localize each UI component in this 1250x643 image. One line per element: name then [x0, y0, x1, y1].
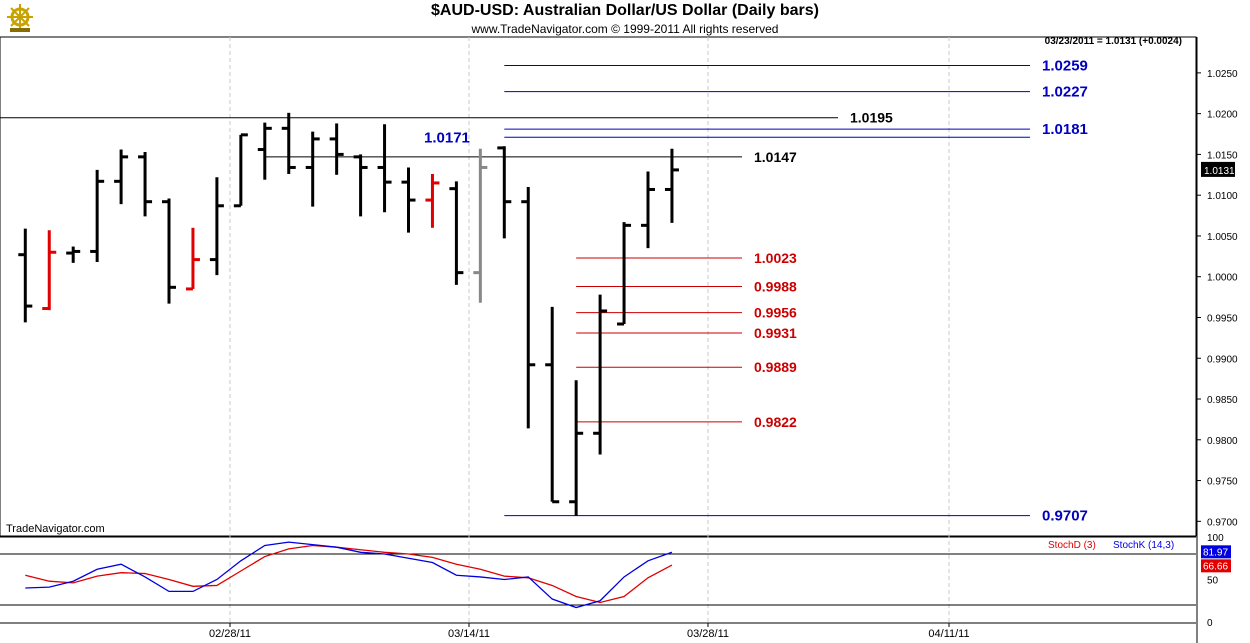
stoch-k-value-tag — [1201, 545, 1231, 559]
stoch-k-value-label: 81.97 — [1203, 547, 1228, 558]
stoch-k-line — [25, 541, 673, 609]
y-tick-label: 0.9900 — [1207, 354, 1238, 365]
price-panel-frame — [0, 36, 1197, 537]
level-label: 0.9707 — [1042, 508, 1088, 525]
stoch-y-tick-label: 0 — [1207, 618, 1213, 629]
y-tick-label: 1.0200 — [1207, 110, 1238, 121]
level-label: 1.0195 — [850, 110, 893, 126]
level-label: 0.9822 — [754, 414, 797, 430]
level-label: 1.0147 — [754, 149, 797, 165]
y-tick-label: 0.9950 — [1207, 313, 1238, 324]
y-tick-label: 0.9700 — [1207, 517, 1238, 528]
stoch-d-line — [25, 544, 673, 604]
last-price-tag — [1201, 161, 1235, 177]
watermark: TradeNavigator.com — [6, 523, 105, 535]
y-tick-label: 1.0150 — [1207, 150, 1238, 161]
last-quote: 03/23/2011 = 1.0131 (+0.0024) — [1044, 36, 1182, 47]
chart-title: $AUD-USD: Australian Dollar/US Dollar (D… — [431, 2, 819, 19]
x-tick-label: 02/28/11 — [209, 628, 251, 640]
y-tick-label: 0.9850 — [1207, 395, 1238, 406]
level-label: 1.0181 — [1042, 121, 1088, 138]
y-tick-label: 1.0100 — [1207, 191, 1238, 202]
x-tick-label: 03/14/11 — [448, 628, 490, 640]
level-label: 0.9889 — [754, 359, 797, 375]
level-label: 0.9956 — [754, 305, 797, 321]
stoch-d-value-label: 66.66 — [1203, 561, 1228, 572]
y-tick-label: 1.0050 — [1207, 232, 1238, 243]
y-tick-label: 0.9750 — [1207, 477, 1238, 488]
level-label: 0.9988 — [754, 279, 797, 295]
level-label: 1.0259 — [1042, 58, 1088, 75]
copyright-notice: www.TradeNavigator.com © 1999-2011 All r… — [471, 22, 779, 36]
y-tick-label: 0.9800 — [1207, 436, 1238, 447]
level-label: 1.0171 — [424, 129, 470, 146]
level-label: 1.0023 — [754, 250, 797, 266]
stoch-d-value-tag — [1201, 559, 1231, 573]
y-tick-label: 1.0000 — [1207, 273, 1238, 284]
stoch-y-tick-label: 50 — [1207, 576, 1219, 587]
level-label: 0.9931 — [754, 325, 797, 341]
last-price-tag-label: 1.0131 — [1204, 166, 1235, 177]
stoch-k-legend: StochK (14,3) — [1113, 540, 1174, 551]
level-label: 1.0227 — [1042, 84, 1088, 101]
x-tick-label: 03/28/11 — [687, 628, 729, 640]
stoch-y-tick-label: 100 — [1207, 533, 1224, 544]
y-tick-label: 1.0250 — [1207, 69, 1238, 80]
ship-wheel-icon — [7, 4, 33, 32]
stoch-d-legend: StochD (3) — [1048, 540, 1096, 551]
x-tick-label: 04/11/11 — [928, 628, 969, 640]
